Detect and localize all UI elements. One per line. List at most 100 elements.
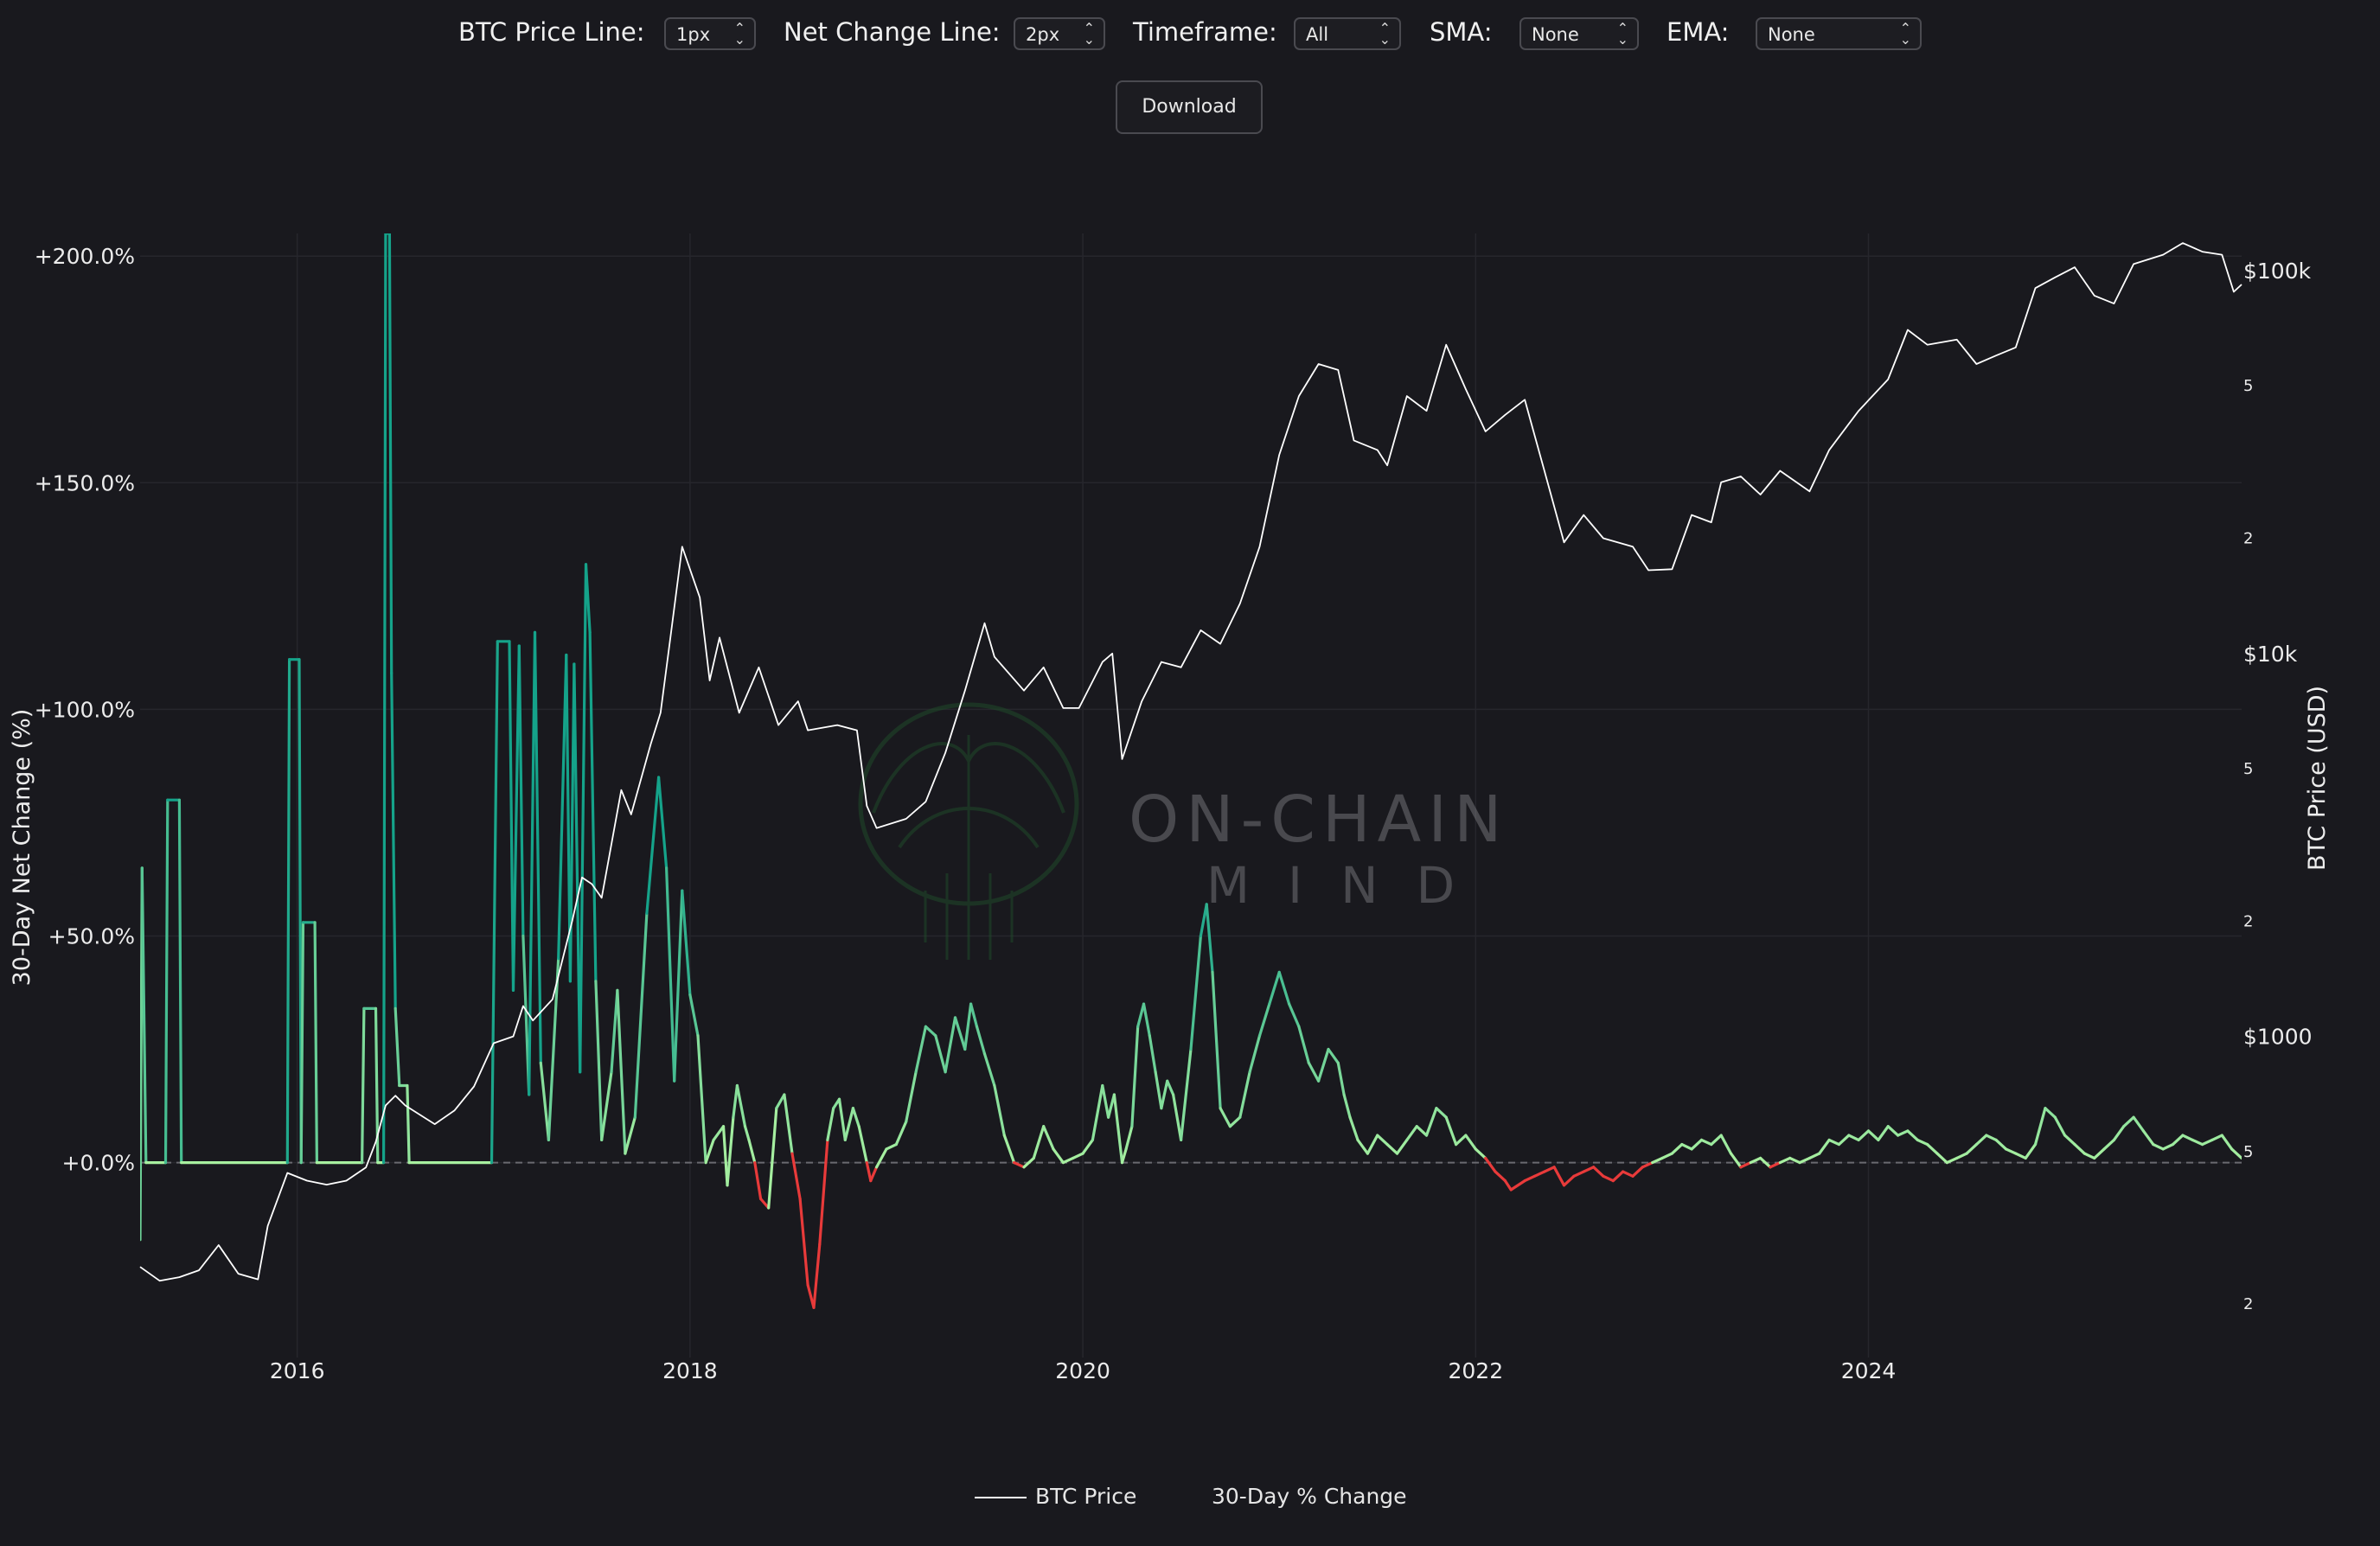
net-change-segment [1219,1107,1232,1128]
right-tick-label: $10k [2243,642,2298,667]
net-change-segment [1012,1160,1026,1169]
timeframe-value: All [1306,24,1329,45]
net-change-segment [798,1197,809,1287]
net-change-segment [1120,1147,1128,1165]
btc-price-line-select[interactable]: 1px ⌃ ⌄ [664,17,756,50]
net-change-segment [1211,970,1222,1110]
net-change-segment [1148,1034,1157,1074]
net-change-segment [735,1083,747,1128]
btc-price-series-line [139,242,2242,1282]
sma-select[interactable]: None ⌃ ⌄ [1519,17,1639,50]
net-change-segment [1916,1138,1929,1147]
net-change-segment [1366,1134,1379,1155]
net-change-segment [969,1002,979,1028]
net-change-segment [1897,1129,1910,1137]
left-tick-label: +50.0% [48,924,135,949]
net-change-segment [299,921,305,1165]
net-change-segment [721,1125,729,1187]
net-change-segment [1228,1115,1242,1128]
ema-label: EMA: [1667,17,1730,47]
net-change-segment [1935,1152,1948,1165]
right-minor-tick-label: 5 [2243,377,2253,395]
net-change-segment [790,1152,802,1201]
sma-value: None [1532,24,1579,45]
net-change-segment [1886,1125,1900,1137]
net-change-segment [600,1070,613,1142]
net-change-segment [1798,1156,1811,1165]
net-change-segment [664,866,676,1083]
net-change-segment [1699,1138,1713,1147]
net-change-segment [1509,1179,1526,1191]
net-change-segment [1807,1152,1821,1160]
net-change-segment [696,1034,707,1165]
left-axis-title: 30-Day Net Change (%) [9,709,35,987]
net-change-segment [1081,1138,1095,1155]
net-change-segment [2102,1138,2115,1151]
net-change-segment [1342,1093,1352,1119]
net-change-segment [1307,1061,1321,1083]
left-tick-label: +100.0% [35,697,135,722]
net-change-segment [163,798,170,1165]
legend-btc-price[interactable]: BTC Price [1035,1484,1137,1509]
net-change-segment [1494,1170,1507,1183]
net-change-segment [1660,1152,1674,1160]
net-change-segment [656,776,669,870]
x-tick-label: 2024 [1841,1358,1897,1383]
timeframe-select[interactable]: All ⌃ ⌄ [1294,17,1401,50]
net-change-segment [1032,1125,1046,1160]
net-change-segment [726,1115,735,1187]
net-change-segment [2082,1152,2096,1160]
net-change-segment [1435,1107,1448,1119]
net-change-segment [843,1107,855,1142]
net-change-segment [924,1025,937,1038]
net-change-segment [2132,1115,2145,1133]
net-change-segment [1091,1083,1104,1142]
legend-net-change[interactable]: 30-Day % Change [1212,1484,1407,1509]
net-change-segment [812,1243,822,1309]
net-change-segment [1022,1156,1035,1169]
net-change-segment [1106,1093,1116,1119]
net-change-segment [1171,1093,1183,1142]
net-change-segment [1641,1160,1654,1169]
net-change-segment [588,630,598,983]
watermark-line2: MIND [1206,856,1494,915]
btc-price-line-label: BTC Price Line: [458,17,645,47]
download-button[interactable]: Download [1116,80,1263,134]
net-change-segment [1238,1070,1251,1119]
updown-chevron-icon: ⌃ ⌄ [1379,20,1391,48]
right-minor-tick-label: 2 [2243,1295,2253,1313]
net-change-segment [767,1107,778,1210]
net-change-segment [1866,1129,1880,1142]
net-change-segment [885,1142,898,1151]
net-change-segment [975,1025,987,1056]
net-change-segment [1287,1002,1301,1028]
ema-select[interactable]: None ⌃ ⌄ [1756,17,1922,50]
net-change-segment [1277,970,1291,1006]
net-change-line-label: Net Change Line: [784,17,1001,47]
axis-ticks: +200.0% +150.0% +100.0% +50.0% +0.0% 2016 2018… [35,244,2313,1383]
net-change-segment [944,1016,957,1074]
net-change-segment [2141,1129,2155,1147]
net-change-segment [1405,1125,1418,1142]
net-change-segment [177,798,183,1165]
right-minor-tick-label: 5 [2243,760,2253,778]
net-change-segment [1002,1134,1016,1165]
net-change-segment [865,1160,873,1183]
updown-chevron-icon: ⌃ ⌄ [733,20,745,48]
x-tick-label: 2018 [662,1358,718,1383]
net-change-segment [1945,1156,1959,1165]
net-change-segment [837,1097,847,1142]
net-change-segment [1160,1079,1169,1110]
net-change-segment [1965,1142,1978,1155]
net-change-segment [1994,1138,2008,1151]
net-change-segment [1166,1079,1175,1096]
chart-controls: BTC Price Line: 1px ⌃ ⌄ Net Change Line: … [0,0,2380,69]
net-change-segment [783,1093,794,1155]
net-change-segment [1926,1142,1939,1155]
net-change-segment [533,630,542,1064]
net-change-line-select[interactable]: 2px ⌃ ⌄ [1014,17,1105,50]
net-change-segment [1484,1156,1497,1173]
net-change-segment [528,630,537,1096]
net-change-segment [387,233,393,675]
net-change-segment [747,1138,757,1165]
